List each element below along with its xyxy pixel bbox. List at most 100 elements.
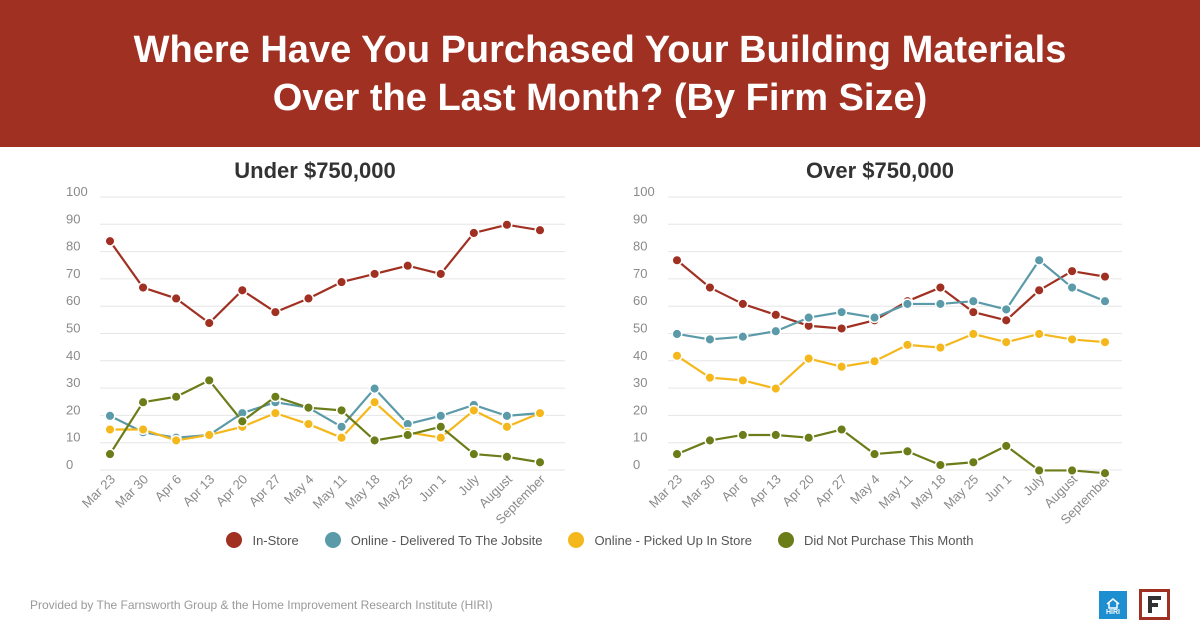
data-point	[137, 423, 149, 436]
legend-swatch	[226, 532, 243, 548]
data-point	[737, 298, 749, 310]
data-point	[803, 352, 815, 365]
data-point	[704, 372, 716, 384]
y-tick-label: 100	[66, 184, 88, 199]
legend-item-delivered: Online - Delivered To The Jobsite	[324, 532, 543, 548]
data-point	[770, 309, 782, 321]
data-point	[402, 429, 414, 441]
data-point	[369, 268, 381, 280]
data-point	[501, 421, 513, 433]
data-point	[836, 306, 848, 318]
data-point	[803, 312, 815, 324]
data-point	[836, 361, 848, 373]
title-banner: Where Have You Purchased Your Building M…	[0, 0, 1200, 147]
data-point	[203, 374, 215, 386]
data-point	[901, 445, 914, 457]
data-point	[737, 429, 749, 441]
data-point	[170, 292, 182, 305]
data-point	[137, 282, 149, 294]
y-tick-label: 30	[66, 375, 80, 390]
data-point	[534, 224, 546, 236]
chart-title-over: Over $750,000	[805, 158, 955, 183]
series-line	[676, 259, 1106, 341]
data-point	[269, 391, 281, 403]
y-tick-label: 50	[633, 321, 647, 336]
source-credit: Provided by The Farnsworth Group & the H…	[30, 598, 493, 612]
x-tick-label: Apr 27	[812, 472, 850, 510]
series-line	[110, 401, 541, 442]
y-tick-label: 40	[633, 348, 647, 363]
data-point	[967, 295, 979, 307]
data-point	[868, 355, 881, 367]
y-tick-label: 0	[633, 457, 640, 472]
y-tick-label: 30	[633, 375, 647, 390]
y-tick-label: 90	[633, 211, 647, 226]
data-point	[1099, 336, 1111, 348]
data-point	[1099, 467, 1111, 479]
data-point	[671, 350, 683, 362]
y-tick-label: 80	[66, 239, 80, 254]
legend-swatch	[777, 532, 794, 548]
data-point	[104, 235, 116, 247]
y-tick-label: 20	[66, 402, 80, 417]
data-point	[501, 451, 513, 463]
data-point	[1033, 464, 1045, 477]
series-line	[676, 332, 1106, 390]
y-tick-label: 80	[633, 239, 647, 254]
data-point	[737, 374, 749, 386]
data-point	[335, 421, 348, 433]
series-line	[109, 223, 541, 325]
data-point	[704, 282, 716, 294]
series-line	[109, 379, 541, 464]
farnsworth-f-icon	[1148, 596, 1161, 613]
data-point	[369, 434, 381, 446]
data-point	[1099, 295, 1111, 307]
data-point	[335, 404, 348, 416]
data-point	[534, 456, 546, 468]
x-tick-label: Mar 23	[646, 472, 685, 511]
data-point	[868, 312, 881, 324]
y-tick-label: 20	[633, 402, 647, 417]
data-point	[704, 434, 716, 446]
data-point	[1000, 314, 1012, 326]
data-point	[302, 418, 315, 430]
farnsworth-logo	[1139, 589, 1170, 620]
data-point	[737, 331, 749, 343]
data-point	[302, 402, 315, 414]
data-point	[803, 432, 815, 444]
data-point	[901, 339, 914, 351]
data-point	[671, 254, 683, 266]
data-point	[934, 459, 946, 471]
data-point	[501, 410, 513, 422]
data-point	[1033, 254, 1045, 266]
data-point	[770, 383, 782, 395]
data-point	[934, 342, 946, 354]
y-tick-label: 90	[66, 211, 80, 226]
data-point	[369, 396, 381, 408]
legend-item-in-store: In-Store	[226, 532, 299, 548]
legend-swatch	[324, 532, 341, 548]
data-point	[1066, 333, 1078, 345]
x-tick-label: Apr 20	[779, 472, 817, 510]
y-tick-label: 40	[66, 348, 80, 363]
data-point	[1000, 303, 1012, 315]
data-point	[468, 227, 480, 239]
data-point	[868, 448, 881, 460]
chart-legend: In-Store Online - Delivered To The Jobsi…	[0, 532, 1200, 548]
legend-label: Did Not Purchase This Month	[803, 532, 974, 548]
x-tick-label: May 11	[876, 472, 916, 512]
data-point	[901, 298, 914, 310]
y-tick-label: 100	[633, 184, 655, 199]
data-point	[435, 410, 447, 422]
legend-item-did-not-purchase: Did Not Purchase This Month	[777, 532, 974, 548]
y-tick-label: 60	[633, 293, 647, 308]
data-point	[1000, 336, 1012, 348]
x-tick-label: Jun 1	[981, 472, 1014, 505]
page-title-line2: Over the Last Month? (By Firm Size)	[272, 76, 928, 119]
chart-title-under: Under $750,000	[234, 158, 396, 183]
x-tick-label: May 25	[941, 472, 982, 513]
legend-label: Online - Delivered To The Jobsite	[350, 532, 543, 548]
data-point	[203, 317, 215, 329]
data-point	[836, 322, 848, 335]
